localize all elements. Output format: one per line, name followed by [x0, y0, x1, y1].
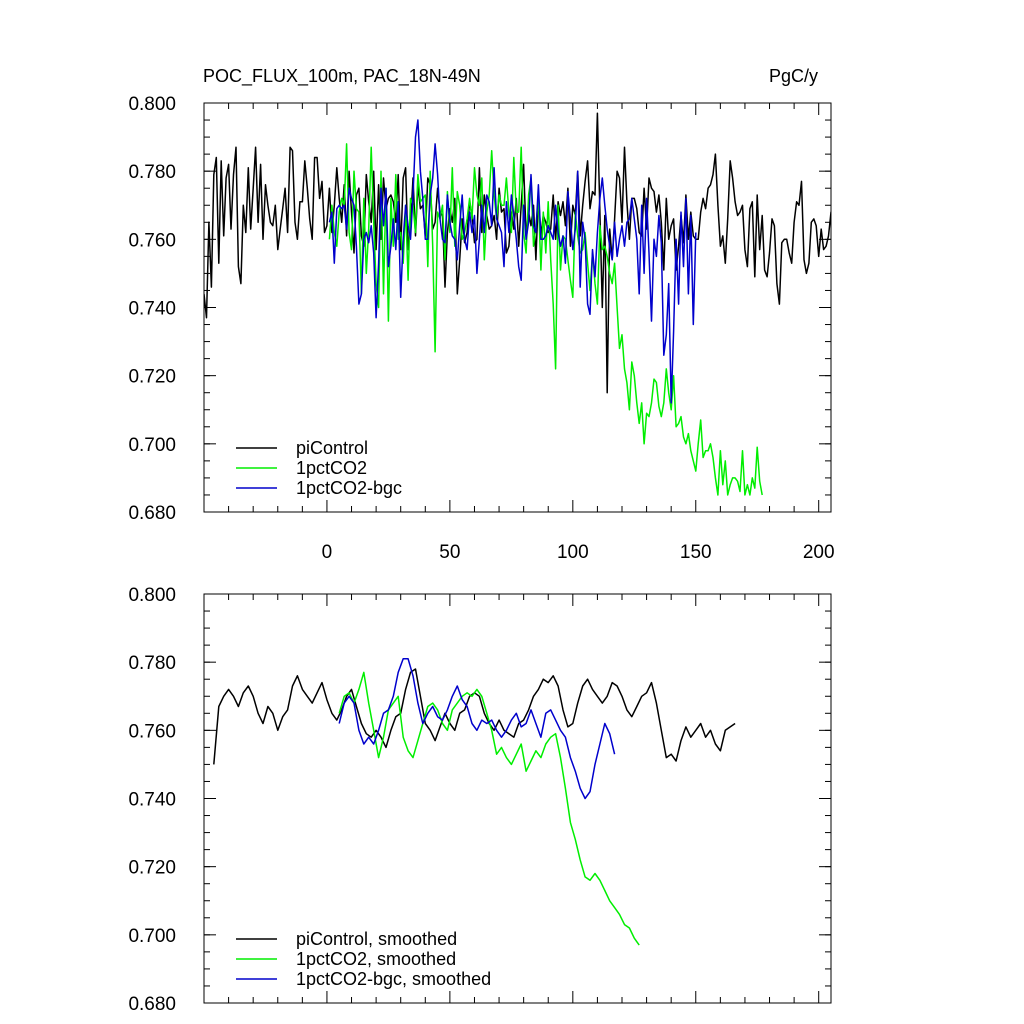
series-line-1pctco2-bgc	[338, 658, 616, 800]
y-tick-label: 0.800	[128, 94, 176, 115]
x-tick-label: 50	[439, 542, 460, 563]
y-tick-label: 0.680	[128, 503, 176, 524]
x-tick-label: 0	[322, 542, 333, 563]
y-tick-label: 0.700	[128, 926, 176, 947]
series-line-picontrol	[204, 112, 831, 394]
chart-title: POC_FLUX_100m, PAC_18N-49N	[203, 66, 481, 87]
bottom-panel-axes: 0.680 0.700 0.720 0.740 0.760 0.780 0.800	[128, 585, 832, 1015]
series-line-picontrol	[213, 668, 736, 765]
legend-label: 1pctCO2-bgc, smoothed	[296, 969, 491, 989]
x-tick-label: 100	[557, 542, 589, 563]
y-tick-label: 0.700	[128, 435, 176, 456]
x-tick-label: 200	[803, 542, 835, 563]
y-tick-label: 0.760	[128, 721, 176, 742]
legend-label: 1pctCO2	[296, 458, 367, 478]
legend-label: 1pctCO2, smoothed	[296, 949, 456, 969]
legend-label: 1pctCO2-bgc	[296, 478, 402, 498]
legend-label: piControl, smoothed	[296, 929, 457, 949]
legend-label: piControl	[296, 438, 368, 458]
series-line-1pctco2	[328, 143, 763, 496]
y-tick-label: 0.740	[128, 790, 176, 811]
y-tick-label: 0.740	[128, 299, 176, 320]
y-tick-label: 0.800	[128, 585, 176, 606]
y-tick-label: 0.720	[128, 367, 176, 388]
top-panel-series	[204, 112, 831, 496]
x-tick-label: 150	[680, 542, 712, 563]
top-panel-axes: 0.680 0.700 0.720 0.740 0.760 0.780 0.800 0 50 10…	[128, 94, 834, 563]
units-label: PgC/y	[769, 66, 818, 86]
bottom-panel-series	[213, 658, 736, 946]
series-line-1pctco2-bgc	[328, 119, 697, 404]
y-tick-label: 0.680	[128, 994, 176, 1015]
top-panel: 0.680 0.700 0.720 0.740 0.760 0.780 0.800 0 50 10…	[128, 94, 834, 563]
y-tick-label: 0.780	[128, 653, 176, 674]
y-tick-label: 0.760	[128, 230, 176, 251]
y-tick-label: 0.780	[128, 162, 176, 183]
y-tick-label: 0.720	[128, 858, 176, 879]
bottom-panel: 0.680 0.700 0.720 0.740 0.760 0.780 0.800 piCo…	[128, 585, 832, 1015]
